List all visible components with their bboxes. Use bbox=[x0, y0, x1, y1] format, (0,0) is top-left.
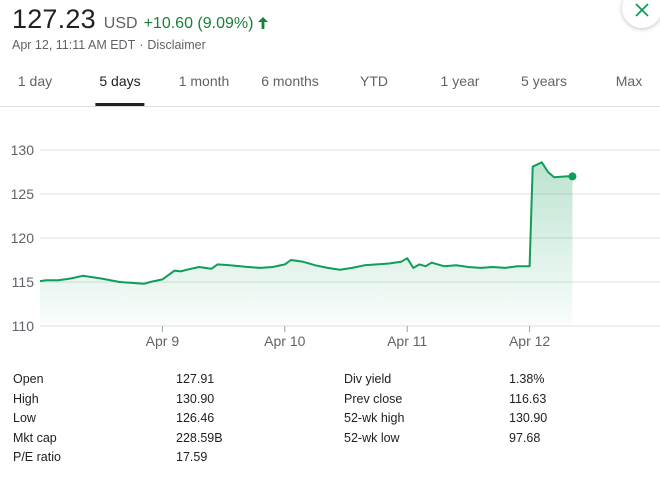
tab-5-years[interactable]: 5 years bbox=[521, 73, 567, 89]
price-area bbox=[40, 162, 573, 326]
tab-ytd[interactable]: YTD bbox=[360, 73, 388, 89]
stat-label: 52-wk high bbox=[344, 411, 405, 425]
stat-row: Low 126.46 bbox=[13, 409, 333, 428]
tab-1-year[interactable]: 1 year bbox=[440, 73, 480, 89]
stat-value: 1.38% bbox=[509, 372, 545, 386]
stat-row: P/E ratio 17.59 bbox=[13, 448, 333, 467]
current-price: 127.23 bbox=[12, 4, 96, 34]
tab-max[interactable]: Max bbox=[615, 73, 643, 89]
quote-header: 127.23 USD +10.60 (9.09%) bbox=[12, 4, 269, 38]
stat-label: 52-wk low bbox=[344, 430, 400, 445]
close-icon bbox=[635, 3, 649, 17]
stat-row: Open 127.91 bbox=[13, 370, 333, 389]
x-tick-label: Apr 10 bbox=[264, 333, 305, 349]
tab-1-day[interactable]: 1 day bbox=[17, 73, 53, 89]
quote-timestamp: Apr 12, 11:11 AM EDT bbox=[12, 38, 136, 52]
y-tick-label: 110 bbox=[12, 318, 35, 334]
x-tick-label: Apr 11 bbox=[387, 333, 427, 349]
tab-1-month[interactable]: 1 month bbox=[178, 73, 230, 89]
stat-row: High 130.90 bbox=[13, 390, 333, 409]
stat-row: Prev close 116.63 bbox=[344, 390, 660, 409]
quote-subline: Apr 12, 11:11 AM EDT · Disclaimer bbox=[12, 38, 206, 52]
price-chart[interactable]: 110 115 120 125 130 Apr 9 Apr 10 Apr 11 Apr 12 bbox=[0, 135, 660, 355]
x-tick-label: Apr 12 bbox=[509, 333, 550, 349]
stat-value: 130.90 bbox=[509, 411, 548, 425]
stat-label: Mkt cap bbox=[13, 430, 57, 445]
stat-value: 127.91 bbox=[176, 372, 215, 386]
close-button[interactable] bbox=[622, 0, 660, 28]
stat-value: 97.68 bbox=[509, 430, 541, 445]
stat-label: P/E ratio bbox=[13, 450, 61, 464]
last-price-point bbox=[568, 172, 577, 181]
arrow-up-icon bbox=[258, 16, 269, 29]
y-tick-label: 115 bbox=[12, 274, 35, 290]
stat-label: Div yield bbox=[344, 372, 392, 386]
range-tabs: 1 day 5 days 1 month 6 months YTD 1 year… bbox=[0, 62, 660, 107]
disclaimer-link[interactable]: Disclaimer bbox=[147, 38, 206, 52]
currency-code: USD bbox=[103, 15, 138, 32]
stat-row: 52-wk low 97.68 bbox=[344, 429, 660, 448]
stat-row: 52-wk high 130.90 bbox=[344, 409, 660, 428]
price-change: +10.60 (9.09%) bbox=[143, 15, 254, 32]
stat-value: 116.63 bbox=[509, 391, 547, 406]
stat-label: Prev close bbox=[344, 391, 403, 406]
separator: · bbox=[139, 38, 144, 52]
stat-label: High bbox=[13, 391, 39, 406]
stat-value: 17.59 bbox=[176, 450, 208, 464]
stat-row: Mkt cap 228.59B bbox=[13, 429, 333, 448]
x-tick-label: Apr 9 bbox=[146, 333, 180, 349]
stat-label: Low bbox=[13, 411, 36, 425]
y-tick-label: 120 bbox=[11, 230, 35, 246]
tab-6-months[interactable]: 6 months bbox=[261, 73, 319, 89]
price-line bbox=[39, 161, 573, 285]
stat-value: 130.90 bbox=[176, 391, 215, 406]
stat-row: Div yield 1.38% bbox=[344, 370, 660, 389]
stat-label: Open bbox=[13, 372, 44, 386]
stat-value: 228.59B bbox=[176, 430, 223, 445]
stat-value: 126.46 bbox=[176, 411, 215, 425]
y-tick-label: 130 bbox=[11, 142, 35, 158]
tab-5-days[interactable]: 5 days bbox=[95, 62, 145, 106]
y-tick-label: 125 bbox=[11, 186, 35, 202]
